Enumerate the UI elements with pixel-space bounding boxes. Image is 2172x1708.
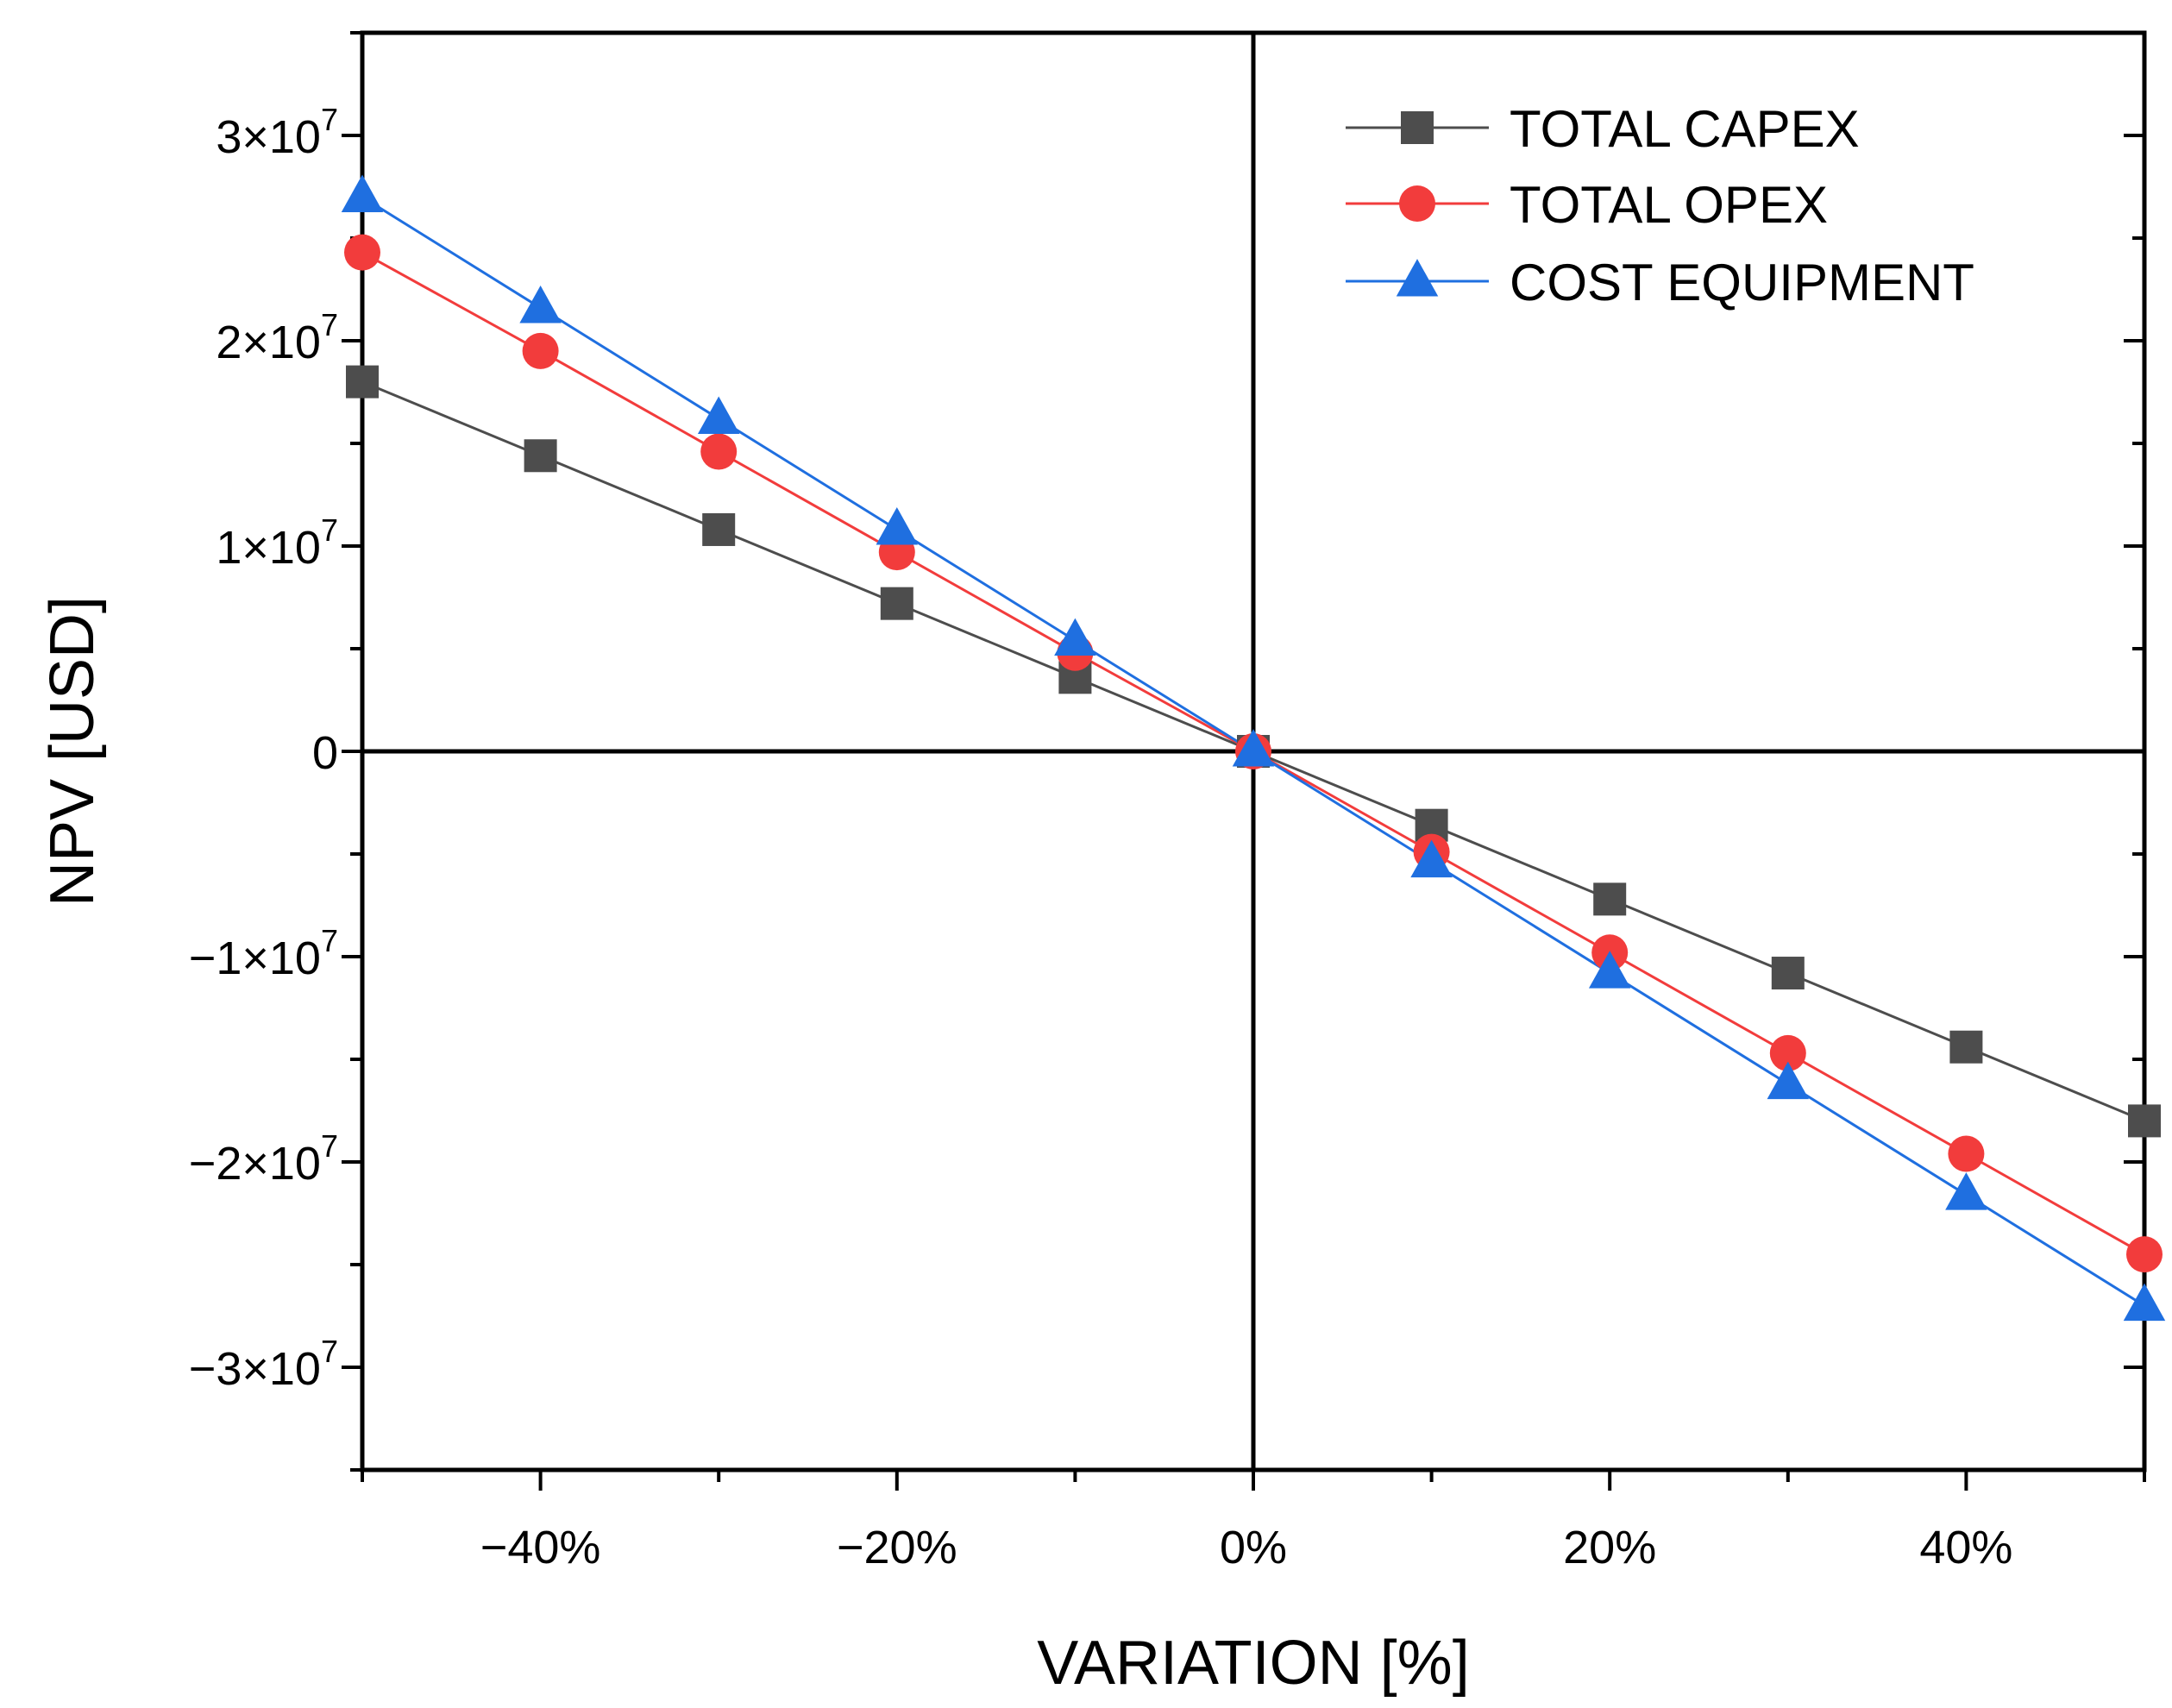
data-point-cost-equipment (1767, 1061, 1810, 1100)
y-tick-label: 3×107 (216, 102, 338, 163)
data-point-total-capex (1949, 1030, 1983, 1064)
y-tick-label: 1×107 (216, 512, 338, 574)
legend-marker-total-opex (1399, 185, 1435, 222)
legend-label-cost-equipment: COST EQUIPMENT (1510, 254, 1974, 311)
data-point-cost-equipment (2123, 1283, 2166, 1322)
data-point-total-capex (1771, 957, 1805, 990)
data-point-cost-equipment (1945, 1172, 1987, 1210)
data-point-total-opex (1769, 1034, 1806, 1071)
data-point-total-opex (1948, 1135, 1985, 1172)
y-tick-label: −3×107 (189, 1334, 338, 1395)
y-tick-label: 0 (312, 727, 338, 779)
legend-label-total-capex: TOTAL CAPEX (1510, 100, 1860, 158)
x-tick-label: 40% (1919, 1522, 2012, 1573)
data-point-total-opex (522, 332, 559, 369)
data-point-total-capex (346, 365, 379, 399)
data-point-cost-equipment (1588, 951, 1631, 989)
x-tick-label: −40% (480, 1522, 601, 1573)
tick-labels: −40% −20% 0% 20% 40% 3×107 2×107 1×107 0 −1×107 −2… (189, 102, 2013, 1573)
data-point-cost-equipment (697, 396, 740, 434)
legend-marker-cost-equipment (1396, 259, 1439, 297)
data-point-total-capex (702, 512, 736, 546)
data-point-cost-equipment (876, 507, 919, 545)
legend-label-total-opex: TOTAL OPEX (1510, 176, 1828, 234)
x-axis-title: VARIATION [%] (1037, 1629, 1469, 1698)
legend: TOTAL CAPEX TOTAL OPEX COST EQUIPMENT (1346, 100, 1974, 311)
data-point-total-opex (344, 234, 380, 271)
y-tick-label: 2×107 (216, 307, 338, 368)
data-point-total-capex (2128, 1104, 2161, 1138)
x-tick-label: −20% (837, 1522, 957, 1573)
legend-marker-total-capex (1401, 111, 1434, 144)
x-tick-label: 20% (1563, 1522, 1656, 1573)
data-point-total-capex (880, 587, 913, 620)
series-markers (341, 174, 2166, 1322)
data-point-total-opex (700, 433, 738, 470)
data-point-total-opex (2126, 1236, 2163, 1273)
data-point-cost-equipment (519, 286, 562, 323)
y-tick-label: −2×107 (189, 1128, 338, 1190)
data-point-cost-equipment (341, 174, 384, 212)
data-point-cost-equipment (1054, 618, 1096, 656)
x-tick-label: 0% (1220, 1522, 1287, 1573)
data-point-total-capex (1593, 882, 1627, 916)
y-axis-title: NPV [USD] (38, 596, 107, 907)
data-point-cost-equipment (1232, 729, 1275, 767)
data-point-cost-equipment (1410, 839, 1453, 878)
y-tick-label: −1×107 (189, 923, 338, 984)
data-point-total-capex (524, 439, 557, 473)
